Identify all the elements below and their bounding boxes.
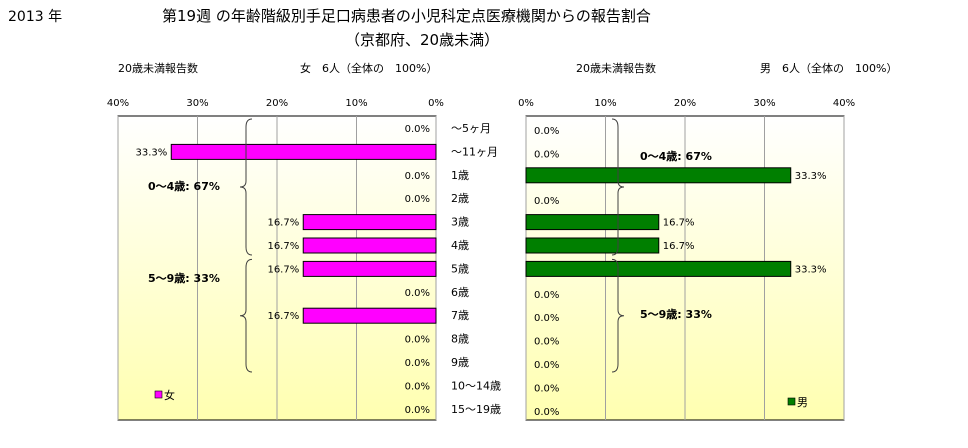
age-category-label: 15～19歳 [451, 403, 501, 416]
age-category-labels: ～5ヶ月 ～11ヶ月 1歳 2歳 3歳 4歳 5歳 6歳 7歳 8歳 9歳 10～14歳 15～19歳 [451, 122, 501, 416]
male-age-group-brace [611, 258, 625, 373]
female-data-label: 0.0% [405, 171, 430, 182]
male-data-label: 0.0% [534, 290, 559, 301]
male-bar [525, 214, 660, 231]
female-data-label: 0.0% [405, 124, 430, 135]
female-x-tick-label: 0% [428, 98, 444, 109]
male-data-label: 0.0% [534, 126, 559, 137]
male-data-label: 0.0% [534, 196, 559, 207]
male-data-label: 0.0% [534, 360, 559, 371]
female-data-label: 16.7% [267, 218, 299, 229]
age-category-label: 4歳 [451, 239, 469, 252]
female-age-group-brace [239, 258, 253, 373]
male-data-label: 0.0% [534, 337, 559, 348]
female-total-label: 女 6人（全体の 100%） [300, 61, 437, 75]
female-data-label: 0.0% [405, 405, 430, 416]
male-bar [525, 167, 792, 184]
male-x-tick-labels: 0% 10% 20% 30% 40% [518, 98, 855, 109]
male-data-label: 0.0% [534, 313, 559, 324]
female-legend-label: 女 [164, 388, 175, 402]
age-category-label: 7歳 [451, 309, 469, 322]
male-group-label-0-4: 0～4歳: 67% [640, 149, 712, 163]
age-category-label: 3歳 [451, 216, 469, 229]
female-bars [170, 143, 437, 324]
male-bar [525, 260, 792, 277]
male-data-labels: 0.0% 0.0% 33.3% 0.0% 16.7% 16.7% 33.3% 0.0% 0.0%… [534, 126, 827, 418]
female-legend-swatch [154, 390, 163, 399]
female-data-label: 0.0% [405, 381, 430, 392]
female-group-label-5-9: 5～9歳: 33% [148, 271, 220, 285]
age-category-label: 5歳 [451, 262, 469, 275]
female-x-tick-labels: 0% 10% 20% 30% 40% [107, 98, 444, 109]
male-data-label: 16.7% [663, 241, 695, 252]
male-group-label-5-9: 5～9歳: 33% [640, 307, 712, 321]
female-bar [302, 307, 437, 324]
female-data-label: 0.0% [405, 194, 430, 205]
male-data-label: 33.3% [795, 264, 827, 275]
male-data-label: 0.0% [534, 407, 559, 418]
chart-subtitle: （京都府、20歳未満） [345, 31, 499, 49]
male-data-label: 33.3% [795, 171, 827, 182]
female-x-tick-label: 10% [345, 98, 367, 109]
age-category-label: 9歳 [451, 356, 469, 369]
male-total-label: 男 6人（全体の 100%） [760, 61, 897, 75]
male-bars [525, 167, 792, 277]
female-bar [302, 214, 437, 231]
female-bar [302, 237, 437, 254]
age-group-brackets [239, 118, 625, 373]
male-bar [525, 237, 660, 254]
male-x-tick-label: 20% [674, 98, 696, 109]
female-data-label: 16.7% [267, 264, 299, 275]
female-x-tick-label: 30% [186, 98, 208, 109]
age-category-label: ～11ヶ月 [451, 145, 498, 158]
male-age-group-brace [611, 118, 625, 256]
female-x-tick-label: 20% [266, 98, 288, 109]
age-category-label: 1歳 [451, 169, 469, 182]
female-data-labels: 0.0% 33.3% 0.0% 0.0% 16.7% 16.7% 16.7% 0.0% 16.7… [135, 124, 430, 416]
female-age-group-brace [239, 118, 253, 256]
male-x-tick-label: 10% [594, 98, 616, 109]
female-data-label: 0.0% [405, 335, 430, 346]
male-caption: 20歳未満報告数 [576, 62, 656, 75]
female-data-label: 0.0% [405, 288, 430, 299]
female-data-label: 16.7% [267, 241, 299, 252]
male-data-label: 0.0% [534, 149, 559, 160]
female-bar [170, 143, 437, 160]
age-category-label: 8歳 [451, 333, 469, 346]
age-category-label: 2歳 [451, 192, 469, 205]
female-data-label: 33.3% [135, 147, 167, 158]
male-data-label: 0.0% [534, 383, 559, 394]
year-label: 2013 年 [8, 9, 62, 25]
female-caption: 20歳未満報告数 [118, 62, 198, 75]
male-legend-label: 男 [797, 396, 808, 409]
chart-title: 第19週 の年齢階級別手足口病患者の小児科定点医療機関からの報告割合 [162, 7, 651, 25]
age-category-label: 6歳 [451, 286, 469, 299]
male-x-tick-label: 0% [518, 98, 534, 109]
male-data-label: 16.7% [663, 218, 695, 229]
age-category-label: 10～14歳 [451, 379, 501, 392]
male-legend-swatch [787, 397, 796, 406]
female-group-label-0-4: 0～4歳: 67% [148, 179, 220, 193]
male-x-tick-label: 30% [753, 98, 775, 109]
male-x-tick-label: 40% [833, 98, 855, 109]
female-x-tick-label: 40% [107, 98, 129, 109]
female-data-label: 16.7% [267, 311, 299, 322]
age-category-label: ～5ヶ月 [451, 122, 491, 135]
female-bar [302, 260, 437, 277]
female-data-label: 0.0% [405, 358, 430, 369]
